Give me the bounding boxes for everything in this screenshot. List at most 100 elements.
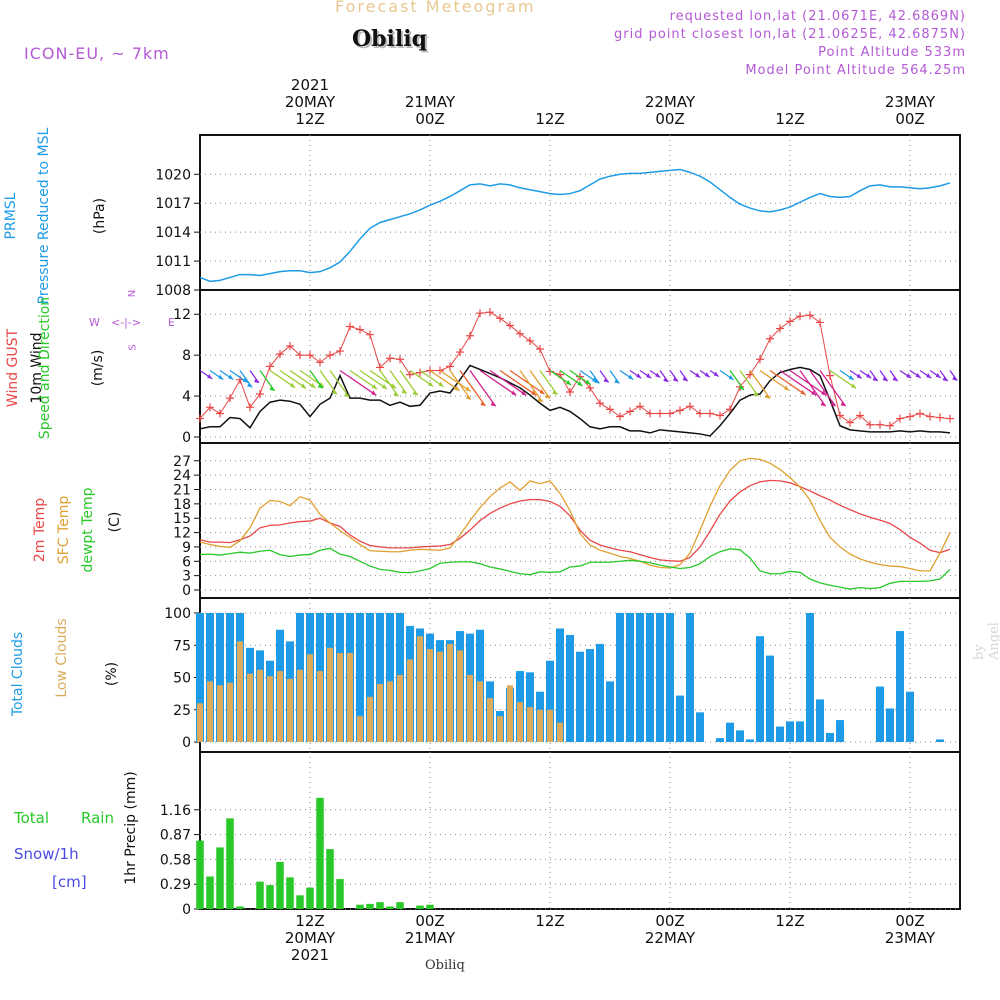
wind-arrow-head [820, 401, 826, 407]
ytick-label: 0 [182, 735, 191, 751]
total-clouds-bar [836, 720, 844, 742]
compass-mid: <-|-> [111, 316, 142, 329]
wind-direction-arrow [339, 369, 377, 396]
low-clouds-bar [357, 716, 363, 742]
meteogram-title: Forecast Meteogram [335, 0, 536, 16]
wind-arrow-head [454, 385, 460, 391]
wind-arrow-head [539, 389, 545, 395]
wind-arrow-head [242, 377, 248, 383]
panel-5-frame [199, 751, 961, 910]
gust-line [199, 311, 951, 427]
low-clouds-bar [527, 707, 533, 742]
wind-arrow-head [511, 390, 517, 396]
wind-arrow-head [594, 378, 600, 384]
ytick-label: 9 [182, 540, 191, 556]
total-clouds-bar [896, 631, 904, 742]
gust-point [526, 336, 534, 345]
wind-arrow-head [382, 384, 388, 390]
rain-bar [266, 885, 274, 909]
gust-point [486, 308, 494, 317]
wind-arrow-head [713, 371, 719, 377]
wind-direction-arrow [289, 369, 316, 389]
total-clouds-bar [736, 730, 744, 742]
time-label: 00Z 23MAY [865, 913, 955, 964]
ytick-label: 1008 [155, 283, 191, 299]
wind-arrow-head [228, 374, 234, 380]
rain-bar [276, 861, 284, 909]
gust-point [646, 409, 654, 418]
model-label: ICON-EU, ~ 7km [24, 44, 170, 63]
wind-arrow-head [866, 373, 872, 379]
low-clouds-bar [297, 669, 303, 742]
requested-coords: requested lon,lat (21.0671E, 42.6869N) [669, 9, 966, 24]
wind-arrow-head [412, 390, 418, 396]
wind-arrow-head [371, 390, 377, 396]
wind-arrow-head [218, 374, 224, 380]
wind-arrow-head [765, 393, 771, 399]
wind-arrow-head [672, 376, 678, 382]
time-label-line: 00Z [895, 912, 925, 930]
total-clouds-bar [586, 649, 594, 742]
wind-arrow-head [848, 374, 854, 380]
time-label-line: 2021 [290, 946, 330, 964]
total-clouds-bar [806, 613, 814, 742]
ytick-label: 100 [164, 606, 191, 622]
gust-point [346, 322, 354, 331]
rain-bar [376, 902, 384, 909]
time-label: 12Z 20MAY 2021 [265, 913, 355, 964]
total-clouds-bar [936, 739, 944, 742]
ytick-label: 0 [182, 583, 191, 599]
p5-label-cm: [cm] [52, 873, 87, 891]
time-label-line: 00Z [415, 912, 445, 930]
total-clouds-bar [556, 628, 564, 742]
p5-label-snow: Snow/1h [14, 845, 79, 863]
rain-bar [306, 887, 314, 909]
time-label-line: 12Z [775, 912, 805, 930]
compass-w: W [89, 316, 100, 329]
rain-bar [206, 876, 214, 909]
gust-point [546, 367, 554, 376]
time-label-line: 22MAY [644, 929, 696, 947]
low-clouds-bar [207, 681, 213, 742]
p5-label-rain: Rain [81, 809, 114, 827]
time-label-line: 21MAY [404, 93, 456, 111]
wind-arrow-head [655, 372, 661, 378]
low-clouds-bar [337, 652, 343, 742]
total-clouds-bar [356, 613, 364, 742]
gust-point [276, 350, 284, 359]
gust-point [776, 324, 784, 333]
gust-point [586, 383, 594, 392]
gust-point [656, 409, 664, 418]
wind-arrow-head [882, 376, 888, 382]
gust-point [616, 412, 624, 421]
gust-point [826, 371, 834, 380]
wind-arrow-head [438, 381, 444, 387]
time-label: 12Z [505, 913, 595, 964]
low-clouds-bar [517, 702, 523, 742]
time-label-line: 21MAY [404, 929, 456, 947]
ytick-label: 75 [173, 638, 191, 654]
gust-point [596, 399, 604, 408]
ytick-label: 24 [173, 468, 191, 484]
wind-arrow-head [290, 382, 296, 388]
total-clouds-bar [636, 613, 644, 742]
gust-point [696, 409, 704, 418]
rain-bar [366, 903, 374, 909]
ytick-label: 0.58 [160, 852, 191, 868]
wind-arrow-head [344, 392, 350, 398]
gust-point [636, 402, 644, 411]
wind-arrow-head [906, 373, 912, 379]
wind-arrow-head [738, 384, 744, 390]
gust-point [306, 351, 314, 360]
gust-point [806, 311, 814, 320]
total-clouds-bar [816, 699, 824, 742]
gust-point [446, 362, 454, 371]
gust-point [196, 414, 204, 423]
time-label-line: 20MAY [284, 93, 336, 111]
wind-arrow-head [401, 388, 407, 394]
low-clouds-bar [267, 676, 273, 742]
total-clouds-bar [386, 613, 394, 742]
wind-arrow-head [207, 373, 213, 379]
time-label: 22MAY 00Z [625, 77, 715, 128]
gust-point [666, 409, 674, 418]
